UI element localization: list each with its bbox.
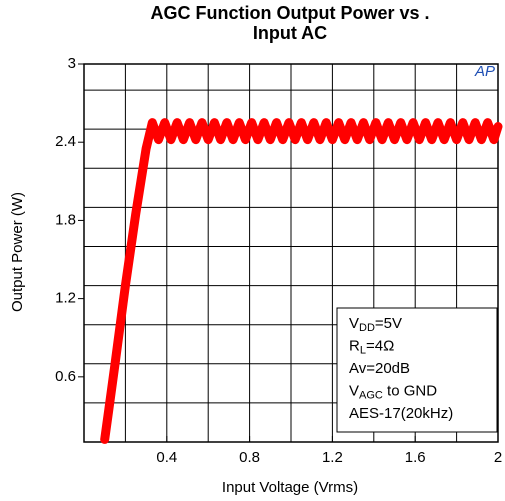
- data-line: [100, 118, 503, 444]
- y-tick-label: 1.8: [55, 211, 76, 228]
- annotation-part: DD: [359, 322, 375, 334]
- y-tick-label: 1.2: [55, 290, 76, 307]
- logo: AP: [474, 63, 495, 80]
- x-tick-label: 1.6: [405, 449, 426, 466]
- x-tick-label: 0.4: [156, 449, 177, 466]
- annotation-part: to GND: [383, 382, 437, 399]
- x-tick-label: 1.2: [322, 449, 343, 466]
- annotation-part: L: [360, 344, 366, 356]
- annotation-part: Av=20dB: [349, 360, 410, 377]
- plot-frame: [83, 63, 499, 443]
- chart-title: AGC Function Output Power vs .: [151, 3, 430, 23]
- annotation-part: =5V: [375, 315, 402, 332]
- x-axis-label: Input Voltage (Vrms): [222, 479, 358, 496]
- annotation-part: AES-17(20kHz): [349, 405, 453, 422]
- annotation: AES-17(20kHz): [349, 405, 453, 422]
- chart-title: Input AC: [253, 23, 327, 43]
- y-axis-label: Output Power (W): [9, 192, 26, 312]
- annotation-part: R: [349, 337, 360, 354]
- y-tick-label: 3: [68, 55, 76, 72]
- annotation-part: V: [349, 315, 359, 332]
- annotation: VAGC to GND: [349, 382, 437, 401]
- x-tick-label: 0.8: [239, 449, 260, 466]
- annotation: RL=4Ω: [349, 337, 394, 356]
- annotation: VDD=5V: [349, 315, 402, 334]
- y-tick-label: 0.6: [55, 368, 76, 385]
- annotation-part: AGC: [359, 389, 383, 401]
- y-tick-label: 2.4: [55, 133, 76, 150]
- annotation-part: V: [349, 382, 359, 399]
- annotation-part: =4Ω: [366, 337, 394, 354]
- annotation: Av=20dB: [349, 360, 410, 377]
- annotation-box: [336, 307, 498, 433]
- x-tick-label: 2: [494, 449, 502, 466]
